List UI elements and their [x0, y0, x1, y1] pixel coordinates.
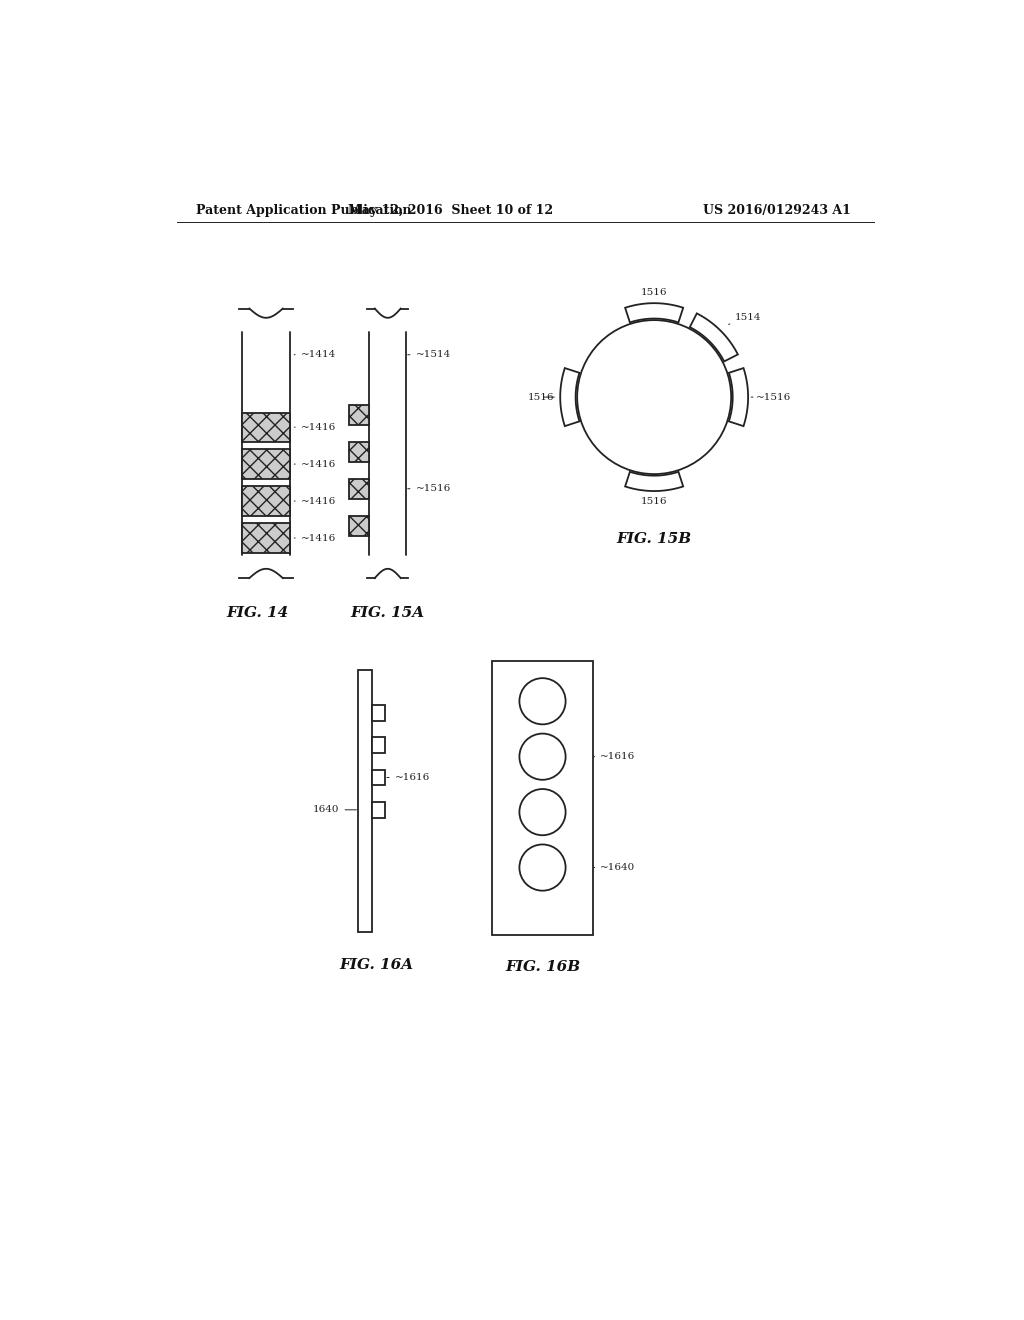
Text: 1640: 1640: [313, 805, 356, 814]
Bar: [349, 442, 370, 462]
Text: ~1416: ~1416: [294, 533, 336, 543]
Text: FIG. 16B: FIG. 16B: [505, 960, 580, 974]
Bar: [349, 405, 370, 425]
Text: FIG. 16A: FIG. 16A: [339, 957, 414, 972]
Bar: [357, 671, 372, 932]
Bar: [243, 524, 290, 553]
Text: 1514: 1514: [729, 313, 762, 325]
Bar: [372, 770, 385, 785]
Bar: [349, 516, 370, 536]
Bar: [243, 487, 290, 516]
Text: ~1516: ~1516: [408, 484, 451, 494]
Text: ~1616: ~1616: [387, 774, 430, 781]
Text: US 2016/0129243 A1: US 2016/0129243 A1: [703, 205, 851, 218]
Bar: [493, 661, 593, 935]
Bar: [372, 803, 385, 817]
Text: ~1416: ~1416: [294, 496, 336, 506]
Bar: [349, 479, 370, 499]
Text: ~1516: ~1516: [752, 392, 792, 401]
Text: FIG. 15B: FIG. 15B: [616, 532, 692, 545]
Text: May 12, 2016  Sheet 10 of 12: May 12, 2016 Sheet 10 of 12: [347, 205, 553, 218]
Text: ~1640: ~1640: [594, 863, 636, 873]
Text: ~1414: ~1414: [294, 350, 336, 359]
Text: ~1616: ~1616: [594, 752, 636, 762]
Text: 1516: 1516: [641, 498, 668, 507]
Text: ~1416: ~1416: [294, 422, 336, 432]
Text: Patent Application Publication: Patent Application Publication: [196, 205, 412, 218]
Text: 1516: 1516: [528, 392, 554, 401]
Text: ~1416: ~1416: [294, 459, 336, 469]
Bar: [243, 412, 290, 442]
Text: FIG. 15A: FIG. 15A: [350, 606, 425, 619]
Bar: [372, 705, 385, 721]
Text: 1516: 1516: [641, 288, 668, 297]
Bar: [243, 449, 290, 479]
Text: ~1514: ~1514: [408, 350, 451, 359]
Bar: [372, 738, 385, 752]
Text: FIG. 14: FIG. 14: [226, 606, 289, 619]
